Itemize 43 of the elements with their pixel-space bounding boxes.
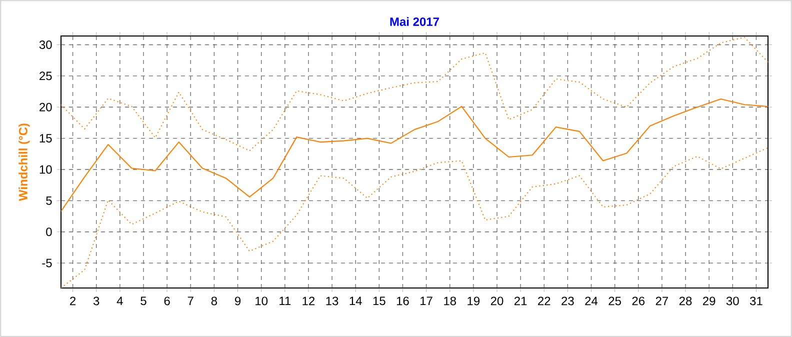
x-tick-label: 6 xyxy=(164,296,170,306)
x-tick-label: 13 xyxy=(326,296,338,306)
x-tick-label: 18 xyxy=(444,296,456,306)
y-tick-label: 30 xyxy=(39,40,52,49)
x-tick-label: 28 xyxy=(679,296,692,306)
x-tick-label: 15 xyxy=(373,296,386,306)
x-tick-label: 23 xyxy=(562,296,574,306)
x-tick-label: 8 xyxy=(211,296,217,306)
y-tick-label: 20 xyxy=(40,102,52,112)
x-tick-label: 2 xyxy=(70,296,76,306)
line-series xyxy=(61,36,768,152)
line-series xyxy=(61,98,768,212)
y-tick-label: 5 xyxy=(46,196,52,205)
y-tick-label: 15 xyxy=(40,134,52,142)
x-tick-label: 12 xyxy=(302,296,315,306)
y-axis-title: Windchill (°C) xyxy=(18,124,30,201)
x-tick-label: 21 xyxy=(514,296,527,306)
x-tick-label: 19 xyxy=(468,296,480,306)
y-tick-label: 10 xyxy=(40,165,52,174)
x-tick-label: 3 xyxy=(93,296,100,306)
x-tick-label: 27 xyxy=(656,296,668,306)
x-tick-label: 30 xyxy=(726,296,739,306)
x-tick-label: 24 xyxy=(585,296,598,306)
y-tick-label: 0 xyxy=(46,228,52,236)
x-tick-label: 5 xyxy=(140,296,146,306)
x-tick-label: 29 xyxy=(703,296,716,306)
x-tick-label: 22 xyxy=(538,296,550,306)
x-tick-label: 31 xyxy=(750,296,762,306)
x-tick-label: 17 xyxy=(420,296,432,305)
x-tick-label: 25 xyxy=(608,296,621,306)
y-tick-label: -5 xyxy=(42,258,52,268)
y-tick-label: 25 xyxy=(40,72,52,80)
x-tick-label: 14 xyxy=(350,296,362,305)
x-tick-label: 10 xyxy=(256,296,268,306)
x-tick-label: 16 xyxy=(396,296,409,306)
line-series xyxy=(61,147,768,288)
x-tick-label: 4 xyxy=(116,296,123,305)
x-tick-label: 9 xyxy=(234,296,241,306)
x-tick-label: 11 xyxy=(280,296,291,305)
x-tick-label: 7 xyxy=(188,296,194,305)
chart-title: Mai 2017 xyxy=(390,17,439,26)
x-tick-label: 26 xyxy=(632,296,645,306)
x-tick-label: 20 xyxy=(490,296,504,306)
